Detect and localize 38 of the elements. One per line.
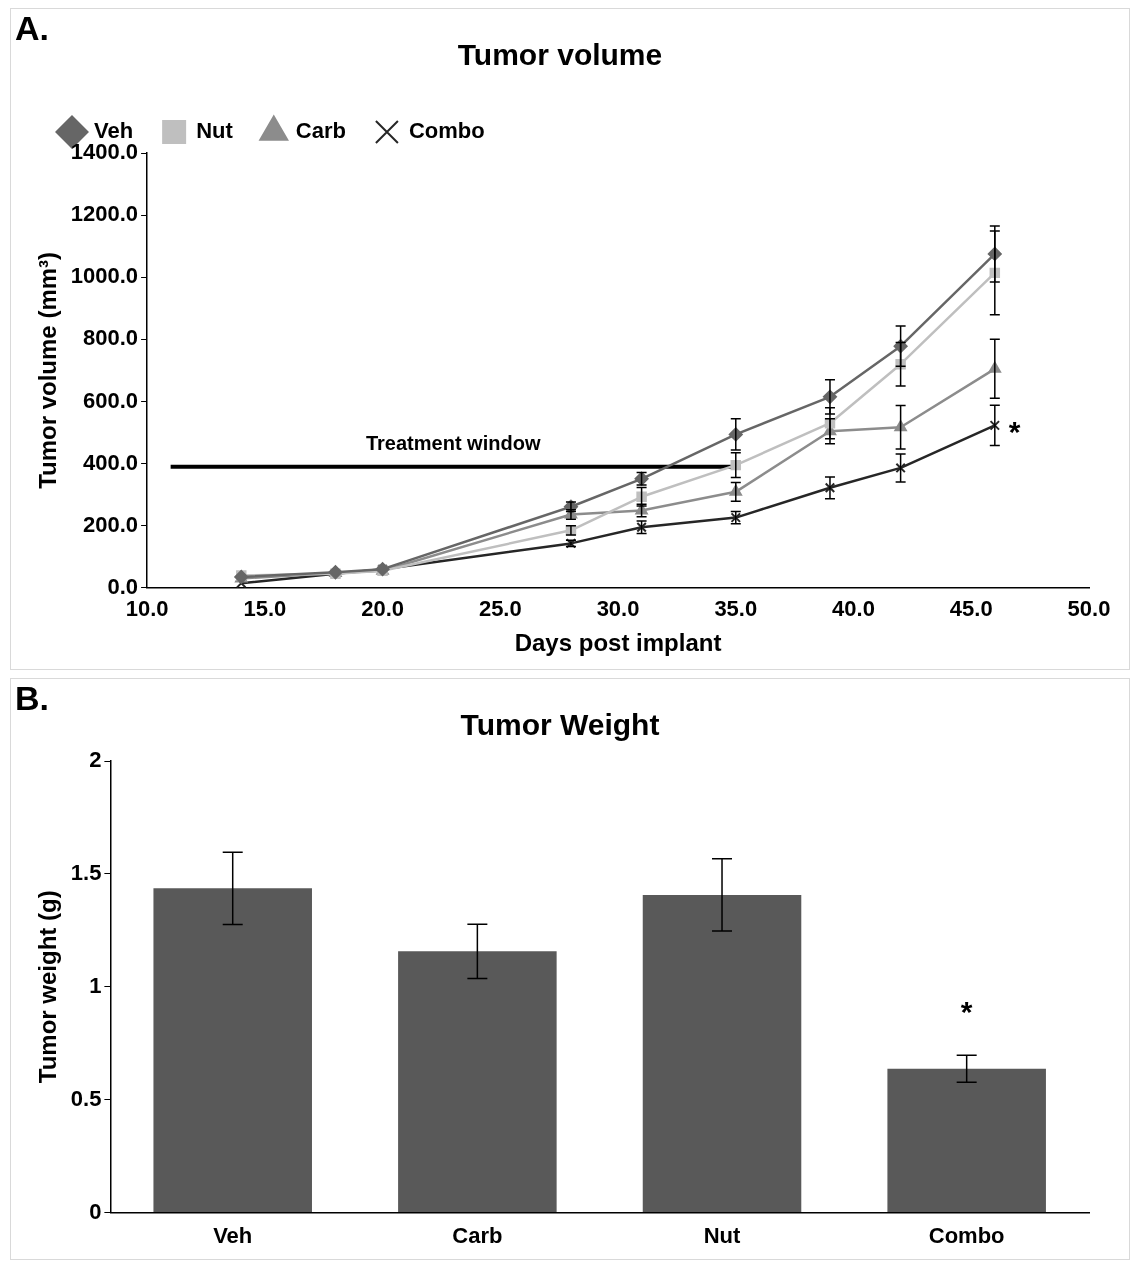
x-tick-label: 35.0 <box>714 596 758 622</box>
annotation: * <box>960 995 973 1029</box>
x-tick-label: 25.0 <box>478 596 522 622</box>
y-tick-label: 1.5 <box>70 859 102 885</box>
annotation: * <box>1008 414 1021 448</box>
x-tick-label: 20.0 <box>361 596 404 622</box>
y-tick-label: 1200.0 <box>70 201 139 227</box>
y-tick-label: 200.0 <box>83 511 139 537</box>
y-axis-title: Tumor weight (g) <box>34 890 62 1084</box>
x-tick-label: 10.0 <box>125 596 169 622</box>
x-tick-label: 40.0 <box>832 596 875 622</box>
text: A. <box>15 9 49 48</box>
x-tick-label: 45.0 <box>949 596 993 622</box>
y-tick-label: 0 <box>89 1198 102 1224</box>
chart-title: Tumor volume <box>457 38 663 72</box>
x-tick-label: Nut <box>703 1222 742 1248</box>
legend-label: Nut <box>196 118 234 144</box>
chart-title: Tumor Weight <box>460 708 660 742</box>
legend-label: Carb <box>295 118 346 144</box>
x-tick-label: 30.0 <box>596 596 640 622</box>
x-tick-label: Veh <box>213 1222 253 1248</box>
y-tick-label: 600.0 <box>83 387 139 413</box>
x-tick-label: 50.0 <box>1067 596 1111 622</box>
y-tick-label: 0.0 <box>107 573 139 599</box>
y-tick-label: 1 <box>89 972 102 998</box>
y-axis-title: Tumor volume (mm³) <box>34 251 62 489</box>
legend-label: Combo <box>408 118 485 144</box>
y-tick-label: 800.0 <box>83 325 139 351</box>
x-tick-label: Combo <box>928 1222 1005 1248</box>
x-tick-label: 15.0 <box>243 596 287 622</box>
x-axis-title: Days post implant <box>514 629 722 657</box>
y-tick-label: 1000.0 <box>70 263 139 289</box>
y-tick-label: 2 <box>89 747 102 773</box>
text: B. <box>15 679 49 718</box>
y-tick-label: 0.5 <box>70 1085 102 1111</box>
y-tick-label: 400.0 <box>83 449 139 475</box>
x-tick-label: Carb <box>452 1222 503 1248</box>
annotation: Treatment window <box>365 432 541 455</box>
